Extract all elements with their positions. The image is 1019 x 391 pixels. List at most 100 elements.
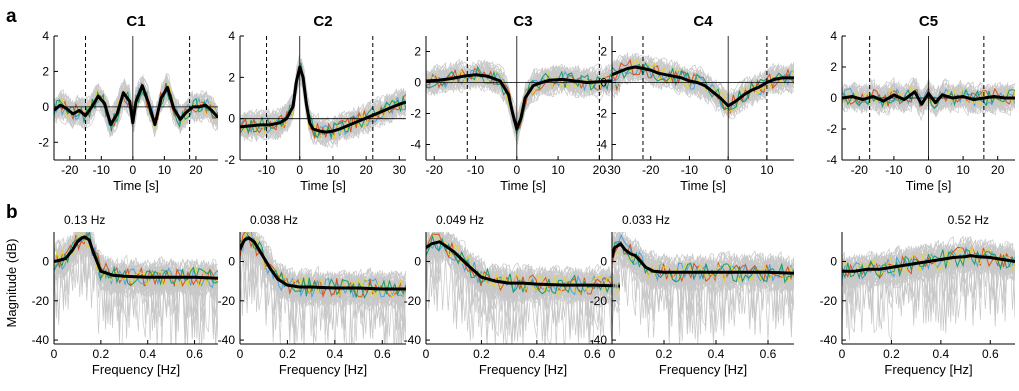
background-trace bbox=[842, 239, 1015, 322]
y-tick-label: -20 bbox=[32, 294, 50, 308]
mean-line bbox=[842, 254, 1015, 273]
sample-trace bbox=[240, 64, 406, 140]
sample-trace bbox=[612, 241, 794, 284]
x-axis-label: Time [s] bbox=[680, 178, 726, 193]
x-tick-label: -10 bbox=[885, 163, 903, 177]
y-tick-label: -2 bbox=[410, 107, 421, 121]
chart-panel-6: 0 0.2 0.4 0.6 -40 -20 0 Frequency [Hz] 0.13 Hz bbox=[32, 213, 218, 377]
x-axis-label: Time [s] bbox=[113, 178, 159, 193]
x-tick-label: 20 bbox=[189, 163, 203, 177]
chart-title: C3 bbox=[513, 13, 532, 30]
y-tick-label: 0 bbox=[600, 76, 607, 90]
y-tick-label: 2 bbox=[228, 70, 235, 84]
y-tick-label: 0 bbox=[414, 76, 421, 90]
background-trace bbox=[240, 232, 406, 319]
y-tick-label: -4 bbox=[596, 138, 607, 152]
x-tick-label: 0.6 bbox=[982, 347, 999, 361]
y-tick-label: -40 bbox=[404, 333, 422, 347]
y-tick-label: -2 bbox=[224, 153, 235, 167]
y-tick-label: -4 bbox=[410, 138, 421, 152]
y-tick-label: 4 bbox=[830, 29, 837, 43]
sample-trace bbox=[426, 233, 620, 296]
y-tick-label: -20 bbox=[404, 294, 422, 308]
x-tick-label: 0 bbox=[423, 347, 430, 361]
y-tick-label: -40 bbox=[32, 333, 50, 347]
x-tick-label: 0 bbox=[839, 347, 846, 361]
x-tick-label: 0.2 bbox=[656, 347, 673, 361]
plot-area bbox=[842, 235, 1015, 341]
x-tick-label: 0.4 bbox=[933, 347, 950, 361]
x-tick-label: 0.6 bbox=[374, 347, 391, 361]
x-tick-label: -10 bbox=[681, 163, 699, 177]
y-tick-label: 2 bbox=[414, 45, 421, 59]
plot-area bbox=[612, 232, 794, 344]
x-tick-label: -20 bbox=[61, 163, 79, 177]
chart-title: C1 bbox=[126, 13, 145, 30]
sample-trace bbox=[426, 234, 620, 295]
chart-panel-7: 0 0.2 0.4 0.6 -40 -20 0 Frequency [Hz] 0.038 Hz bbox=[218, 213, 406, 377]
x-tick-label: -10 bbox=[467, 163, 485, 177]
y-tick-label: -2 bbox=[826, 122, 837, 136]
plot-area bbox=[240, 36, 406, 160]
background-trace bbox=[240, 232, 406, 334]
chart-title: C2 bbox=[313, 13, 332, 30]
plot-area bbox=[612, 36, 794, 160]
x-tick-label: 0.2 bbox=[883, 347, 900, 361]
background-trace bbox=[240, 65, 406, 143]
x-tick-label: 0 bbox=[609, 347, 616, 361]
y-tick-label: 0 bbox=[228, 254, 235, 268]
y-tick-label: 4 bbox=[228, 29, 235, 43]
plot-area bbox=[240, 232, 406, 344]
sample-trace bbox=[426, 65, 620, 135]
y-tick-label: 4 bbox=[42, 29, 49, 43]
x-tick-label: 0 bbox=[237, 347, 244, 361]
y-tick-label: 0 bbox=[600, 254, 607, 268]
y-tick-label: 2 bbox=[42, 64, 49, 78]
y-tick-label: -40 bbox=[590, 333, 608, 347]
x-tick-label: 10 bbox=[551, 163, 565, 177]
x-tick-label: 0.4 bbox=[529, 347, 546, 361]
chart-panel-2: -10 0 10 20 30 -2 0 2 4 Time [s] C2 bbox=[224, 13, 406, 193]
x-tick-label: 0 bbox=[130, 163, 137, 177]
x-tick-label: 10 bbox=[158, 163, 172, 177]
x-tick-label: -20 bbox=[426, 163, 444, 177]
sample-trace bbox=[240, 232, 406, 300]
x-axis-label: Frequency [Hz] bbox=[479, 362, 567, 377]
y-tick-label: -40 bbox=[820, 333, 838, 347]
x-tick-label: -20 bbox=[642, 163, 660, 177]
x-tick-label: 10 bbox=[760, 163, 774, 177]
mean-line bbox=[842, 90, 1015, 106]
x-tick-label: 0 bbox=[925, 163, 932, 177]
mean-line bbox=[612, 65, 794, 108]
y-axis-label: Magnitude (dB) bbox=[4, 239, 19, 328]
x-tick-label: 0 bbox=[513, 163, 520, 177]
panel-label-b: b bbox=[6, 202, 18, 223]
x-tick-label: -10 bbox=[258, 163, 276, 177]
y-tick-label: -2 bbox=[38, 135, 49, 149]
y-tick-label: 0 bbox=[42, 100, 49, 114]
background-trace bbox=[426, 234, 620, 332]
mean-line bbox=[240, 236, 406, 291]
y-tick-label: -20 bbox=[218, 294, 236, 308]
x-tick-label: 0.4 bbox=[139, 347, 156, 361]
plot-area bbox=[426, 36, 620, 160]
sample-trace bbox=[54, 83, 218, 132]
chart-title: C4 bbox=[693, 13, 713, 30]
plot-area bbox=[842, 36, 1015, 160]
y-tick-label: 0 bbox=[228, 112, 235, 126]
x-tick-label: 0.2 bbox=[93, 347, 110, 361]
sample-trace bbox=[612, 62, 794, 111]
panel-label-a: a bbox=[6, 6, 17, 27]
x-tick-label: -10 bbox=[93, 163, 111, 177]
x-tick-label: 10 bbox=[326, 163, 340, 177]
y-tick-label: 2 bbox=[830, 60, 837, 74]
y-tick-label: 0 bbox=[42, 254, 49, 268]
mean-line bbox=[240, 65, 406, 134]
x-tick-label: 10 bbox=[956, 163, 970, 177]
y-tick-label: -20 bbox=[590, 294, 608, 308]
x-tick-label: 20 bbox=[359, 163, 373, 177]
